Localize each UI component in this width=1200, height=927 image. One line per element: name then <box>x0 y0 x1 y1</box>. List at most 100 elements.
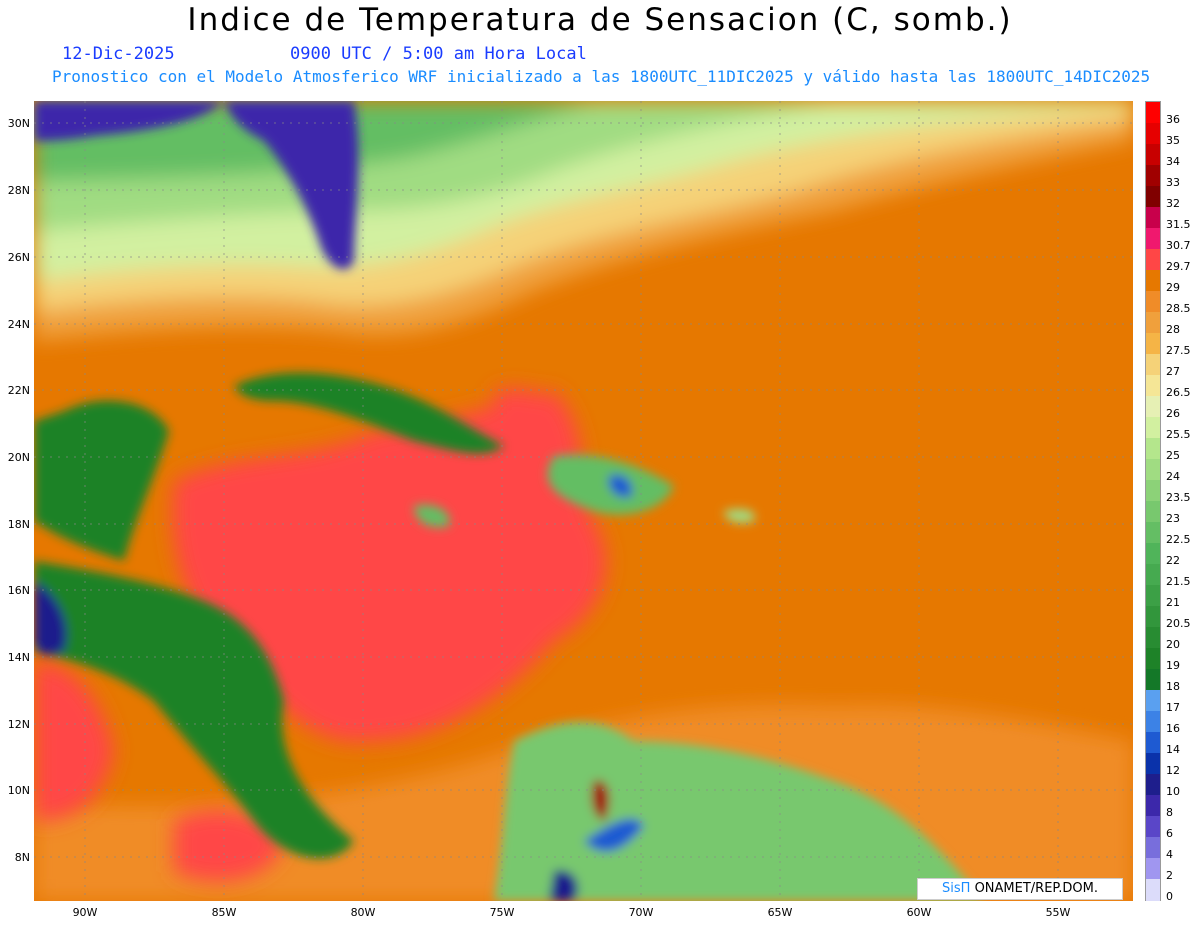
color-scale-label: 18 <box>1166 680 1180 693</box>
color-scale-label: 27 <box>1166 365 1180 378</box>
lat-label: 18N <box>7 518 30 531</box>
color-scale-label: 32 <box>1166 197 1180 210</box>
color-scale-label: 24 <box>1166 470 1180 483</box>
lat-label: 12N <box>7 718 30 731</box>
map-title: Indice de Temperatura de Sensacion (C, s… <box>187 2 1013 38</box>
color-scale-segment <box>1146 732 1160 754</box>
color-scale-label: 0 <box>1166 890 1173 903</box>
color-scale-segment <box>1146 669 1160 691</box>
color-scale-bar <box>1145 101 1161 901</box>
color-scale-segment <box>1146 795 1160 817</box>
color-scale-segment <box>1146 354 1160 376</box>
color-scale-segment <box>1146 396 1160 418</box>
color-scale-segment <box>1146 186 1160 208</box>
color-scale-segment <box>1146 102 1160 124</box>
temperature-map <box>34 101 1133 901</box>
color-scale-label: 35 <box>1166 134 1180 147</box>
sistema-logo-text: SisΠ <box>942 881 971 896</box>
color-scale-segment <box>1146 207 1160 229</box>
lon-label: 90W <box>72 906 98 919</box>
yucatan <box>34 400 169 561</box>
color-scale-segment <box>1146 417 1160 439</box>
gridlines <box>34 101 1133 901</box>
color-scale-segment <box>1146 333 1160 355</box>
color-scale-segment <box>1146 753 1160 775</box>
color-scale-label: 8 <box>1166 806 1173 819</box>
color-scale-label: 25.5 <box>1166 428 1191 441</box>
lat-label: 10N <box>7 784 30 797</box>
color-scale-segment <box>1146 858 1160 880</box>
color-scale-label: 21 <box>1166 596 1180 609</box>
color-scale-label: 25 <box>1166 449 1180 462</box>
color-scale-segment <box>1146 375 1160 397</box>
forecast-time: 0900 UTC / 5:00 am Hora Local <box>290 44 587 64</box>
color-scale-segment <box>1146 312 1160 334</box>
color-scale-label: 29.7 <box>1166 260 1191 273</box>
color-scale-label: 34 <box>1166 155 1180 168</box>
lon-label: 75W <box>489 906 515 919</box>
color-scale-segment <box>1146 228 1160 250</box>
color-scale-segment <box>1146 438 1160 460</box>
color-scale-label: 20.5 <box>1166 617 1191 630</box>
forecast-description: Pronostico con el Modelo Atmosferico WRF… <box>52 67 1151 86</box>
color-scale-label: 21.5 <box>1166 575 1191 588</box>
color-scale-segment <box>1146 522 1160 544</box>
lon-label: 60W <box>906 906 932 919</box>
lon-label: 55W <box>1045 906 1071 919</box>
credit-box: SisΠ ONAMET/REP.DOM. <box>917 878 1123 900</box>
lon-label: 65W <box>767 906 793 919</box>
puerto-rico <box>724 509 755 523</box>
color-scale-segment <box>1146 627 1160 649</box>
color-scale-segment <box>1146 837 1160 859</box>
lat-label: 20N <box>7 451 30 464</box>
map-canvas <box>34 101 1133 901</box>
color-scale-segment <box>1146 270 1160 292</box>
color-scale-label: 17 <box>1166 701 1180 714</box>
color-scale-segment <box>1146 606 1160 628</box>
color-scale-label: 19 <box>1166 659 1180 672</box>
forecast-date: 12-Dic-2025 <box>62 44 175 64</box>
color-scale-segment <box>1146 165 1160 187</box>
color-scale-label: 30.7 <box>1166 239 1191 252</box>
color-scale-segment <box>1146 564 1160 586</box>
color-scale-label: 14 <box>1166 743 1180 756</box>
florida <box>224 101 359 270</box>
lat-label: 8N <box>14 851 30 864</box>
credit-text: ONAMET/REP.DOM. <box>970 881 1098 896</box>
color-scale-label: 29 <box>1166 281 1180 294</box>
color-scale-segment <box>1146 501 1160 523</box>
color-scale-label: 22 <box>1166 554 1180 567</box>
lat-label: 28N <box>7 184 30 197</box>
color-scale-label: 27.5 <box>1166 344 1191 357</box>
central-america <box>34 561 354 859</box>
color-scale-segment <box>1146 123 1160 145</box>
lat-label: 22N <box>7 384 30 397</box>
color-scale-label: 6 <box>1166 827 1173 840</box>
jamaica <box>414 504 450 528</box>
color-scale-label: 33 <box>1166 176 1180 189</box>
south-america <box>494 722 984 901</box>
color-scale-label: 4 <box>1166 848 1173 861</box>
color-scale-label: 28 <box>1166 323 1180 336</box>
color-scale-segment <box>1146 711 1160 733</box>
color-scale-label: 23.5 <box>1166 491 1191 504</box>
color-scale-segment <box>1146 291 1160 313</box>
color-scale-label: 26 <box>1166 407 1180 420</box>
color-scale-label: 2 <box>1166 869 1173 882</box>
color-scale-label: 10 <box>1166 785 1180 798</box>
lat-label: 14N <box>7 651 30 664</box>
lon-label: 85W <box>211 906 237 919</box>
color-scale-segment <box>1146 774 1160 796</box>
lon-label: 70W <box>628 906 654 919</box>
color-scale-segment <box>1146 480 1160 502</box>
color-scale-segment <box>1146 879 1160 901</box>
color-scale-segment <box>1146 144 1160 166</box>
color-scale-segment <box>1146 459 1160 481</box>
color-scale-label: 26.5 <box>1166 386 1191 399</box>
color-scale-label: 23 <box>1166 512 1180 525</box>
color-scale-label: 16 <box>1166 722 1180 735</box>
color-scale-label: 31.5 <box>1166 218 1191 231</box>
color-scale-label: 12 <box>1166 764 1180 777</box>
cuba <box>234 372 504 454</box>
color-scale-segment <box>1146 648 1160 670</box>
